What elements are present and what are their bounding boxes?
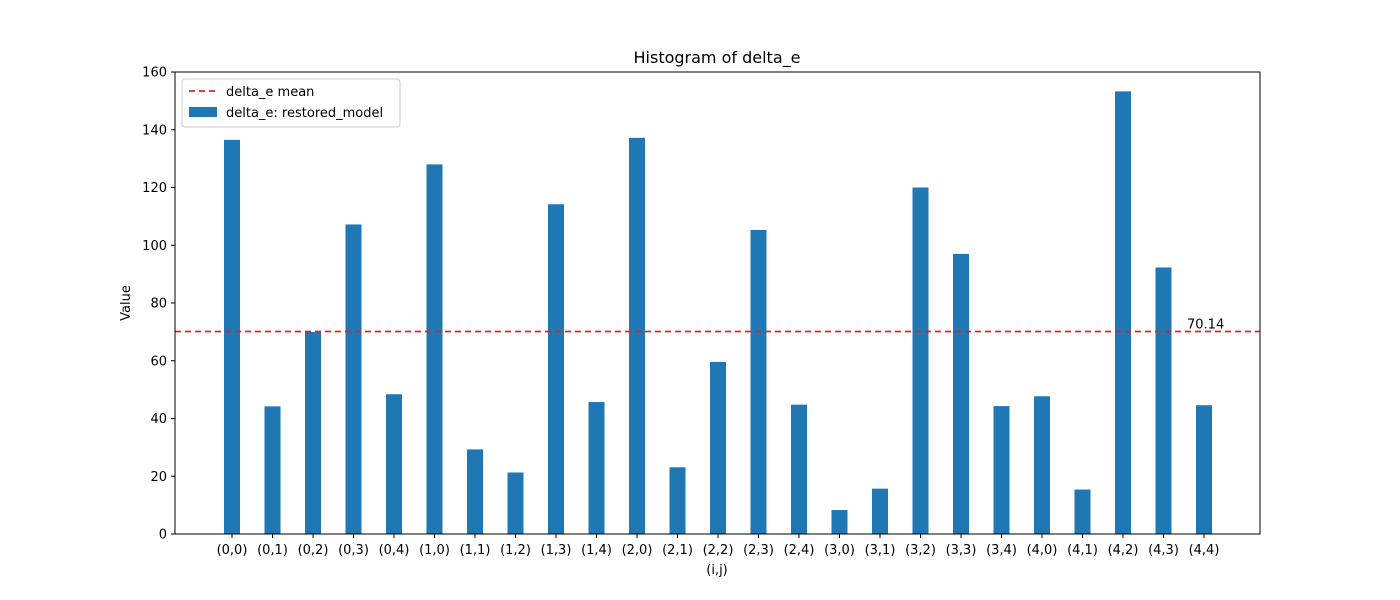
bar-(1,0): [426, 164, 443, 534]
x-tick-label: (1,3): [541, 543, 572, 558]
x-tick-label: (4,2): [1108, 543, 1139, 558]
y-axis-label: Value: [119, 285, 134, 321]
x-tick-label: (4,0): [1027, 543, 1058, 558]
x-tick-label: (3,4): [986, 543, 1017, 558]
y-tick-label: 160: [142, 66, 167, 81]
bar-(2,1): [669, 467, 686, 534]
bar-(2,0): [629, 137, 645, 534]
mean-value-label: 70.14: [1187, 317, 1224, 332]
bar-(4,4): [1196, 405, 1212, 534]
x-tick-label: (2,1): [662, 543, 693, 558]
bar-(2,4): [791, 404, 807, 534]
y-tick-label: 80: [150, 297, 167, 312]
bar-(3,3): [953, 253, 969, 534]
x-tick-label: (1,0): [419, 543, 450, 558]
x-tick-label: (0,1): [257, 543, 288, 558]
x-tick-label: (3,0): [824, 543, 855, 558]
bar-(1,1): [467, 449, 483, 534]
y-tick-label: 20: [150, 470, 167, 485]
bar-(0,0): [224, 139, 240, 534]
x-tick-label: (4,4): [1189, 543, 1220, 558]
x-tick-label: (4,3): [1148, 543, 1179, 558]
plot-area: 70.14: [175, 91, 1260, 535]
legend: delta_e mean delta_e: restored_model: [181, 78, 401, 128]
y-axis: 0 20 40 60 80 100 120 140 160: [142, 66, 175, 543]
bar-(1,4): [588, 402, 605, 534]
bar-(0,3): [345, 224, 362, 534]
y-tick-label: 140: [142, 123, 167, 138]
bar-(4,0): [1034, 396, 1050, 534]
y-tick-label: 100: [142, 239, 167, 254]
x-tick-label: (3,2): [905, 543, 936, 558]
x-tick-label: (0,4): [379, 543, 410, 558]
x-tick-label: (1,1): [460, 543, 491, 558]
x-axis-label: (i,j): [706, 563, 728, 578]
bar-(2,2): [710, 361, 726, 534]
bar-(4,2): [1115, 91, 1131, 534]
legend-series-label: delta_e: restored_model: [226, 106, 383, 121]
x-tick-label: (0,0): [217, 543, 248, 558]
x-tick-label: (0,2): [298, 543, 329, 558]
y-tick-label: 120: [142, 181, 167, 196]
y-tick-label: 60: [150, 354, 167, 369]
bar-(0,1): [264, 406, 281, 534]
bar-(3,2): [912, 187, 929, 534]
x-tick-label: (2,4): [784, 543, 815, 558]
x-tick-label: (0,3): [338, 543, 369, 558]
x-tick-label: (1,4): [581, 543, 612, 558]
bar-(3,0): [831, 510, 848, 534]
bar-(1,3): [548, 204, 564, 534]
y-tick-label: 0: [159, 528, 167, 543]
bar-(0,4): [386, 394, 402, 534]
x-tick-label: (1,2): [500, 543, 531, 558]
bar-(2,3): [750, 229, 767, 535]
legend-mean-label: delta_e mean: [226, 85, 314, 100]
x-axis: (0,0) (0,1) (0,2) (0,3) (0,4) (1,0) (1,1) (1,2)…: [217, 534, 1220, 558]
bar-(4,3): [1155, 267, 1172, 534]
legend-bar-swatch: [189, 107, 217, 117]
bar-(3,4): [993, 406, 1010, 534]
x-tick-label: (3,3): [946, 543, 977, 558]
legend-box: [181, 78, 401, 128]
x-tick-label: (2,2): [703, 543, 734, 558]
bar-(3,1): [872, 488, 888, 534]
bar-(0,2): [305, 331, 321, 534]
x-tick-label: (2,0): [622, 543, 653, 558]
x-tick-label: (4,1): [1067, 543, 1098, 558]
bar-(1,2): [507, 472, 524, 534]
x-tick-label: (2,3): [743, 543, 774, 558]
x-tick-label: (3,1): [865, 543, 896, 558]
chart-title: Histogram of delta_e: [634, 48, 801, 68]
y-tick-label: 40: [150, 412, 167, 427]
bar-(4,1): [1074, 489, 1091, 534]
